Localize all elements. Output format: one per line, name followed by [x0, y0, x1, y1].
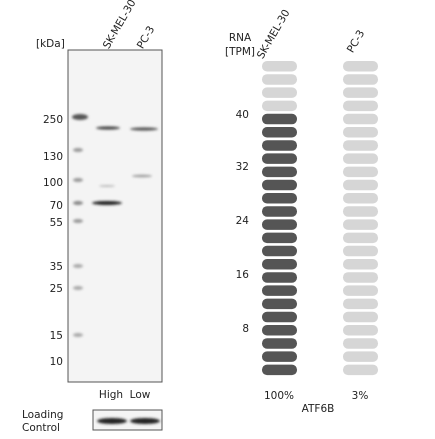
loading-label: Control	[22, 422, 60, 434]
marker-label: 25	[50, 283, 63, 295]
pill	[262, 166, 297, 178]
pill	[343, 100, 378, 112]
marker-label: 70	[50, 200, 63, 212]
pill	[262, 245, 297, 257]
cell-line-label: PC-3	[345, 28, 367, 55]
rna-label: [TPM]	[225, 46, 255, 58]
pill	[343, 245, 378, 257]
pill	[262, 87, 297, 98]
rna-tick-label: 24	[236, 215, 250, 227]
lane-label: SK-MEL-30	[101, 0, 139, 51]
pill	[343, 232, 378, 244]
marker-label: 15	[50, 330, 63, 342]
pill	[343, 61, 378, 72]
marker-label: 10	[50, 356, 63, 368]
pill	[262, 193, 297, 204]
marker-label: 35	[50, 261, 63, 273]
pill	[262, 219, 297, 230]
pill	[343, 351, 378, 362]
pill	[262, 100, 297, 112]
pill	[343, 285, 378, 296]
pill	[262, 298, 297, 310]
pill	[343, 311, 378, 323]
rna-tick-label: 16	[236, 269, 250, 281]
pills	[262, 61, 378, 376]
pill	[343, 127, 378, 138]
blot-bands	[72, 114, 158, 337]
marker-label: 130	[43, 151, 63, 163]
rna-tick-label: 40	[236, 109, 249, 121]
pill	[343, 74, 378, 85]
pill	[262, 325, 297, 336]
pill	[343, 338, 378, 349]
marker-label: 55	[50, 217, 63, 229]
loading-bands	[97, 418, 160, 424]
blot-panel	[67, 49, 163, 383]
pill	[343, 206, 378, 217]
pill	[343, 325, 378, 336]
pill	[262, 285, 297, 296]
percentage: 3%	[352, 390, 369, 402]
pill	[343, 364, 378, 376]
cell-line-label: SK-MEL-30	[255, 8, 293, 61]
pill	[343, 272, 378, 283]
lane-level: Low	[130, 389, 151, 401]
pill	[262, 140, 297, 151]
pill	[262, 364, 297, 376]
loading-label: Loading	[22, 409, 63, 421]
pill	[262, 113, 297, 125]
pill	[262, 338, 297, 349]
rna-tick-label: 32	[236, 161, 249, 173]
pill	[343, 179, 378, 191]
pill	[343, 153, 378, 164]
pill	[343, 140, 378, 151]
pill	[262, 206, 297, 217]
rna-label: RNA	[229, 32, 252, 44]
pill	[262, 272, 297, 283]
lane-level: High	[99, 389, 123, 401]
pill	[262, 74, 297, 85]
pill	[262, 153, 297, 164]
pill	[343, 193, 378, 204]
pill	[262, 179, 297, 191]
gene-name: ATF6B	[302, 403, 335, 415]
percentage: 100%	[264, 390, 294, 402]
kda-label: [kDa]	[36, 38, 65, 50]
pill	[343, 298, 378, 310]
pill	[343, 87, 378, 98]
pill	[262, 127, 297, 138]
pill	[343, 113, 378, 125]
pill	[262, 311, 297, 323]
loading-panel	[92, 409, 163, 431]
rna-tick-label: 8	[242, 323, 249, 335]
pill	[262, 61, 297, 72]
pill	[343, 219, 378, 230]
pill	[262, 259, 297, 270]
pill	[343, 166, 378, 178]
pill	[262, 232, 297, 244]
marker-label: 250	[43, 114, 63, 126]
pill	[343, 259, 378, 270]
lane-label: PC-3	[135, 24, 157, 51]
pill	[262, 351, 297, 362]
marker-label: 100	[43, 177, 63, 189]
